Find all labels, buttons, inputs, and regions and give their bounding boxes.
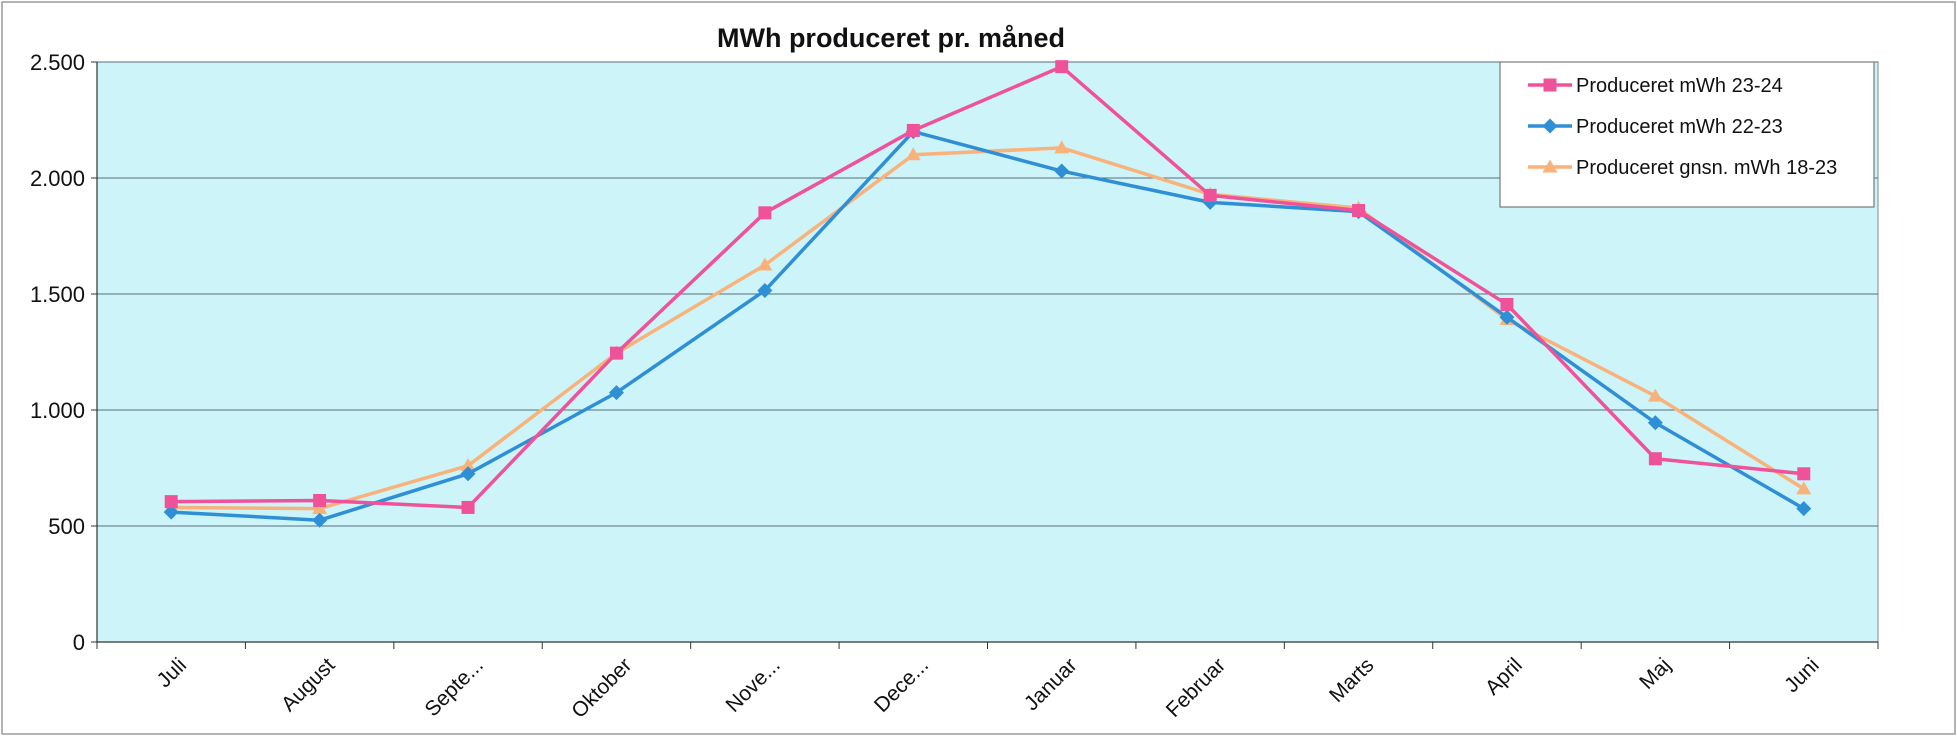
y-tick-label: 1.500 [30,282,85,307]
data-point [163,504,179,520]
data-point [906,123,920,137]
y-tick-label: 2.000 [30,166,85,191]
data-point [1796,481,1812,495]
y-tick-label: 500 [48,514,85,539]
data-point [608,385,624,401]
data-point [1648,452,1662,466]
legend-item: Produceret gnsn. mWh 18-23 [1528,157,1837,179]
legend-marker [1542,118,1558,134]
data-point [1054,140,1070,154]
legend-label: Produceret mWh 23-24 [1576,75,1783,97]
data-point [312,512,328,528]
series-line [171,64,1804,510]
data-point [905,147,921,161]
data-point [312,501,328,515]
legend-item: Produceret mWh 22-23 [1528,116,1783,138]
data-point [164,495,178,509]
data-point [1054,163,1070,179]
data-point [460,458,476,472]
data-point [1797,467,1811,481]
legend: Produceret mWh 23-24 Produceret mWh 22-23… [1499,61,1875,208]
data-point [609,346,623,360]
legend-marker [1542,159,1558,173]
data-point [758,206,772,220]
series-group [163,60,1812,528]
legend-label: Produceret mWh 22-23 [1576,116,1783,138]
data-point [1499,309,1515,325]
chart-title: MWh produceret pr. måned [717,23,1065,53]
legend-label: Produceret gnsn. mWh 18-23 [1576,157,1837,179]
legend-item: Produceret mWh 23-24 [1528,75,1783,97]
data-point [757,257,773,271]
data-point [757,283,773,299]
data-point [1055,60,1069,74]
data-point [1647,415,1663,431]
series-line [171,129,1805,522]
data-point [1203,188,1217,202]
y-tick-label: 1.000 [30,398,85,423]
data-point [1352,203,1366,217]
data-point [313,493,327,507]
y-tick-label: 0 [73,630,85,655]
data-point [1500,297,1514,311]
y-tick-label: 2.500 [30,50,85,75]
data-point [461,500,475,514]
legend-marker [1543,78,1557,92]
data-point [1647,388,1663,402]
data-point [1796,501,1812,517]
data-point [460,466,476,482]
series-1 [164,60,1811,514]
